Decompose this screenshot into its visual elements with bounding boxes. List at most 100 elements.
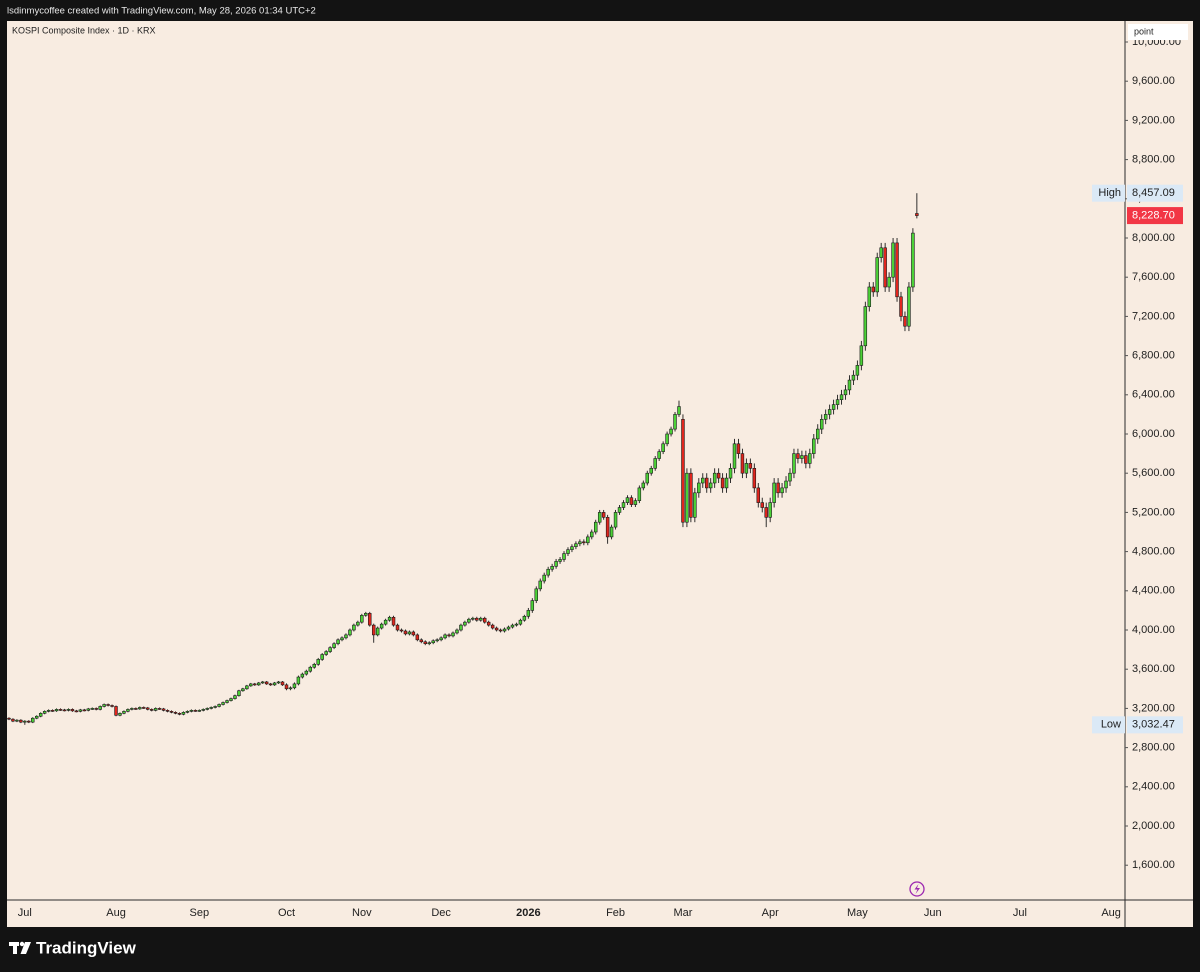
y-tick-label: 2,800.00 — [1132, 742, 1175, 754]
candle — [677, 400, 681, 417]
candle-body — [7, 717, 11, 720]
candle — [471, 616, 475, 621]
candle — [629, 495, 634, 508]
candle-body — [50, 710, 55, 712]
candle-body — [605, 517, 610, 538]
candle — [708, 478, 713, 493]
y-tick-label: 9,600.00 — [1132, 75, 1175, 87]
candle — [86, 707, 91, 712]
candle-body — [213, 706, 217, 708]
y-tick-label: 4,000.00 — [1132, 624, 1175, 636]
candle — [7, 717, 11, 721]
candle-body — [863, 306, 868, 347]
candle-body — [744, 463, 749, 474]
candle-body — [843, 389, 848, 396]
candle-body — [808, 453, 812, 464]
candle-body — [23, 720, 27, 723]
candle-body — [673, 414, 677, 430]
candle — [518, 618, 523, 626]
candle — [296, 675, 301, 686]
candle — [756, 483, 761, 508]
candle-body — [831, 404, 836, 410]
candle-body — [237, 690, 241, 696]
candle — [11, 718, 15, 723]
candle — [867, 282, 872, 312]
candle — [594, 519, 598, 535]
candle-body — [260, 681, 265, 684]
candle-body — [498, 629, 503, 632]
candle-body — [455, 629, 459, 634]
candle — [712, 468, 717, 488]
candle — [823, 409, 828, 425]
candle — [609, 524, 614, 540]
candle — [78, 708, 83, 713]
candle — [701, 473, 705, 488]
candle — [467, 617, 471, 624]
high-marker-value-box — [1127, 184, 1183, 202]
candle-body — [574, 543, 578, 548]
y-tick-label: 9,200.00 — [1132, 114, 1175, 126]
candle — [114, 705, 118, 717]
candle-body — [395, 624, 400, 631]
candle-body — [169, 711, 174, 713]
candle — [641, 480, 646, 491]
candle — [217, 703, 221, 708]
candle-body — [451, 632, 455, 637]
candle — [122, 710, 126, 715]
candle-body — [486, 621, 491, 626]
candle-body — [225, 700, 229, 703]
x-tick-label: Sep — [189, 907, 209, 919]
candle-body — [479, 617, 483, 621]
candle — [855, 360, 860, 381]
candle — [328, 646, 332, 654]
candle — [379, 622, 384, 630]
candle-body — [320, 654, 324, 660]
candle-body — [185, 711, 190, 713]
candle — [411, 630, 416, 637]
candle-body — [736, 443, 741, 454]
chart-background — [7, 21, 1193, 927]
candle — [316, 657, 320, 666]
candle-body — [720, 477, 725, 489]
candle-body — [375, 627, 380, 636]
candle-body — [138, 707, 142, 710]
candle — [637, 485, 642, 504]
candle — [193, 709, 198, 712]
candle-body — [697, 482, 701, 494]
candle — [352, 623, 356, 632]
candle — [205, 707, 209, 711]
candle-body — [475, 617, 479, 621]
candle-body — [407, 631, 412, 635]
candle-body — [570, 546, 574, 550]
candle — [249, 682, 253, 687]
candle — [38, 712, 43, 718]
candle — [887, 272, 891, 292]
candle — [875, 252, 879, 297]
candle-body — [387, 616, 392, 621]
candle-body — [879, 247, 883, 258]
candle-body — [352, 624, 356, 631]
candle-body — [54, 709, 59, 712]
candle-body — [316, 659, 320, 665]
candle — [276, 680, 281, 684]
candle — [522, 614, 527, 622]
candle-body — [245, 685, 249, 690]
candle-body — [253, 683, 257, 686]
candle-body — [193, 710, 198, 712]
candle-body — [752, 468, 757, 489]
candle-body — [102, 704, 106, 707]
candle — [118, 712, 122, 717]
candle — [387, 615, 392, 622]
candle-body — [157, 708, 162, 710]
candle-body — [665, 433, 669, 445]
candle-body — [371, 624, 376, 636]
low-marker-value: 3,032.47 — [1132, 719, 1175, 731]
candle-body — [776, 482, 780, 494]
candle — [407, 630, 412, 636]
candle-body — [304, 670, 309, 675]
candle — [415, 633, 420, 642]
x-tick-label: Jul — [18, 907, 32, 919]
candle-body — [819, 419, 824, 430]
candle-body — [816, 428, 820, 440]
candle-body — [300, 673, 305, 678]
